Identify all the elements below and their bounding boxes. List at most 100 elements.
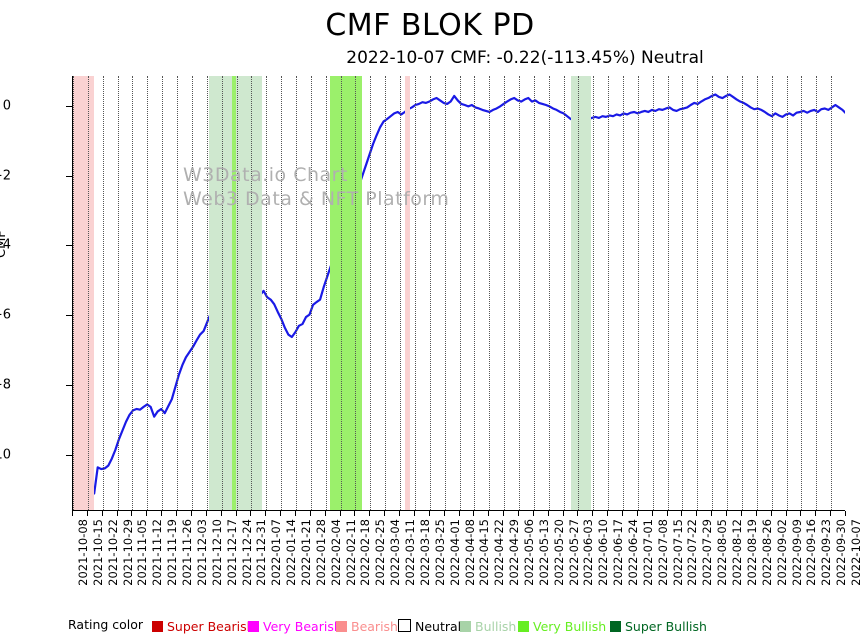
x-tick-mark [473,511,475,516]
legend-item-bullish[interactable]: Bullish [460,616,516,634]
x-tick-label: 2022-06-24 [626,519,641,586]
x-tick-label: 2022-08-19 [744,519,759,586]
gridline [474,76,476,510]
y-tick-mark [66,385,72,387]
legend-item-neutral[interactable]: Neutral [398,616,461,634]
x-tick-label: 2021-11-19 [165,519,180,586]
x-tick-mark [294,511,296,516]
x-tick-label: 2022-04-29 [507,519,522,586]
gridline [518,76,520,510]
watermark-line-2: Web3 Data & NFT Platform [183,188,450,210]
legend-label: Very Bullish [533,619,607,634]
y-tick-mark [66,455,72,457]
y-tick-label: −2 [0,168,11,184]
gridline [712,76,714,510]
gridline [831,76,833,510]
gridline [400,76,402,510]
gridline [756,76,758,510]
legend-label: Neutral [415,619,462,634]
x-tick-mark [740,511,742,516]
rating-band-very-bullish [329,76,363,510]
x-tick-label: 2022-09-02 [774,519,789,586]
x-tick-mark [711,511,713,516]
gridline [623,76,625,510]
gridline [801,76,803,510]
rating-band-bearish [404,76,411,510]
x-tick-mark [235,511,237,516]
gridline [816,76,818,510]
gridline [444,76,446,510]
gridline [102,76,104,510]
legend-swatch-icon [152,621,163,632]
x-tick-mark [666,511,668,516]
y-tick-label: −8 [0,377,11,393]
x-tick-label: 2022-02-11 [343,519,358,586]
x-tick-mark [785,511,787,516]
x-tick-label: 2022-09-09 [789,519,804,586]
x-tick-mark [800,511,802,516]
legend-label: Very Bearish [263,619,342,634]
x-tick-label: 2021-12-31 [254,519,269,586]
x-tick-label: 2021-12-10 [209,519,224,586]
gridline [206,76,208,510]
x-tick-label: 2022-03-11 [403,519,418,586]
gridline [147,76,149,510]
legend-swatch-icon [518,621,529,632]
x-tick-label: 2022-09-30 [834,519,849,586]
legend-item-super-bearish[interactable]: Super Bearish [152,616,255,634]
x-tick-mark [309,511,311,516]
legend-label: Super Bullish [625,619,707,634]
rating-band-bullish [570,76,591,510]
gridline [281,76,283,510]
x-tick-mark [428,511,430,516]
gridline [295,76,297,510]
gridline [504,76,506,510]
x-tick-mark [86,511,88,516]
x-tick-label: 2022-07-01 [640,519,655,586]
gridline [266,76,268,510]
gridline [593,76,595,510]
x-tick-mark [146,511,148,516]
chart-subtitle: 2022-10-07 CMF: -0.22(-113.45%) Neutral [346,48,704,68]
legend-item-bearish[interactable]: Bearish [336,616,398,634]
watermark-line-1: W3Data.io Chart [183,164,348,186]
legend-swatch-icon [610,621,621,632]
x-tick-label: 2021-12-03 [194,519,209,586]
x-tick-label: 2022-07-08 [655,519,670,586]
gridline [578,76,580,510]
x-tick-mark [220,511,222,516]
x-tick-label: 2022-02-25 [373,519,388,586]
x-tick-label: 2021-11-26 [180,519,195,586]
gridline [652,76,654,510]
gridline [87,76,89,510]
x-tick-mark [726,511,728,516]
x-tick-mark [755,511,757,516]
gridline [608,76,610,510]
x-tick-mark [205,511,207,516]
gridline [370,76,372,510]
legend-item-very-bullish[interactable]: Very Bullish [518,616,606,634]
gridline [162,76,164,510]
legend-swatch-icon [460,621,471,632]
x-tick-label: 2022-02-04 [328,519,343,586]
gridline [310,76,312,510]
x-tick-label: 2022-05-13 [536,519,551,586]
gridline [177,76,179,510]
x-tick-label: 2022-04-08 [462,519,477,586]
x-tick-label: 2022-07-22 [685,519,700,586]
gridline [117,76,119,510]
gridline [355,76,357,510]
x-tick-label: 2022-01-21 [298,519,313,586]
chart-title: CMF BLOK PD [325,8,535,43]
x-tick-mark [622,511,624,516]
gridline [727,76,729,510]
x-tick-label: 2022-04-22 [492,519,507,586]
x-tick-mark [413,511,415,516]
x-tick-label: 2022-09-23 [819,519,834,586]
x-tick-mark [280,511,282,516]
x-tick-label: 2021-12-17 [224,519,239,586]
y-tick-mark [66,105,72,107]
legend-item-super-bullish[interactable]: Super Bullish [610,616,707,634]
legend-item-very-bearish[interactable]: Very Bearish [248,616,342,634]
